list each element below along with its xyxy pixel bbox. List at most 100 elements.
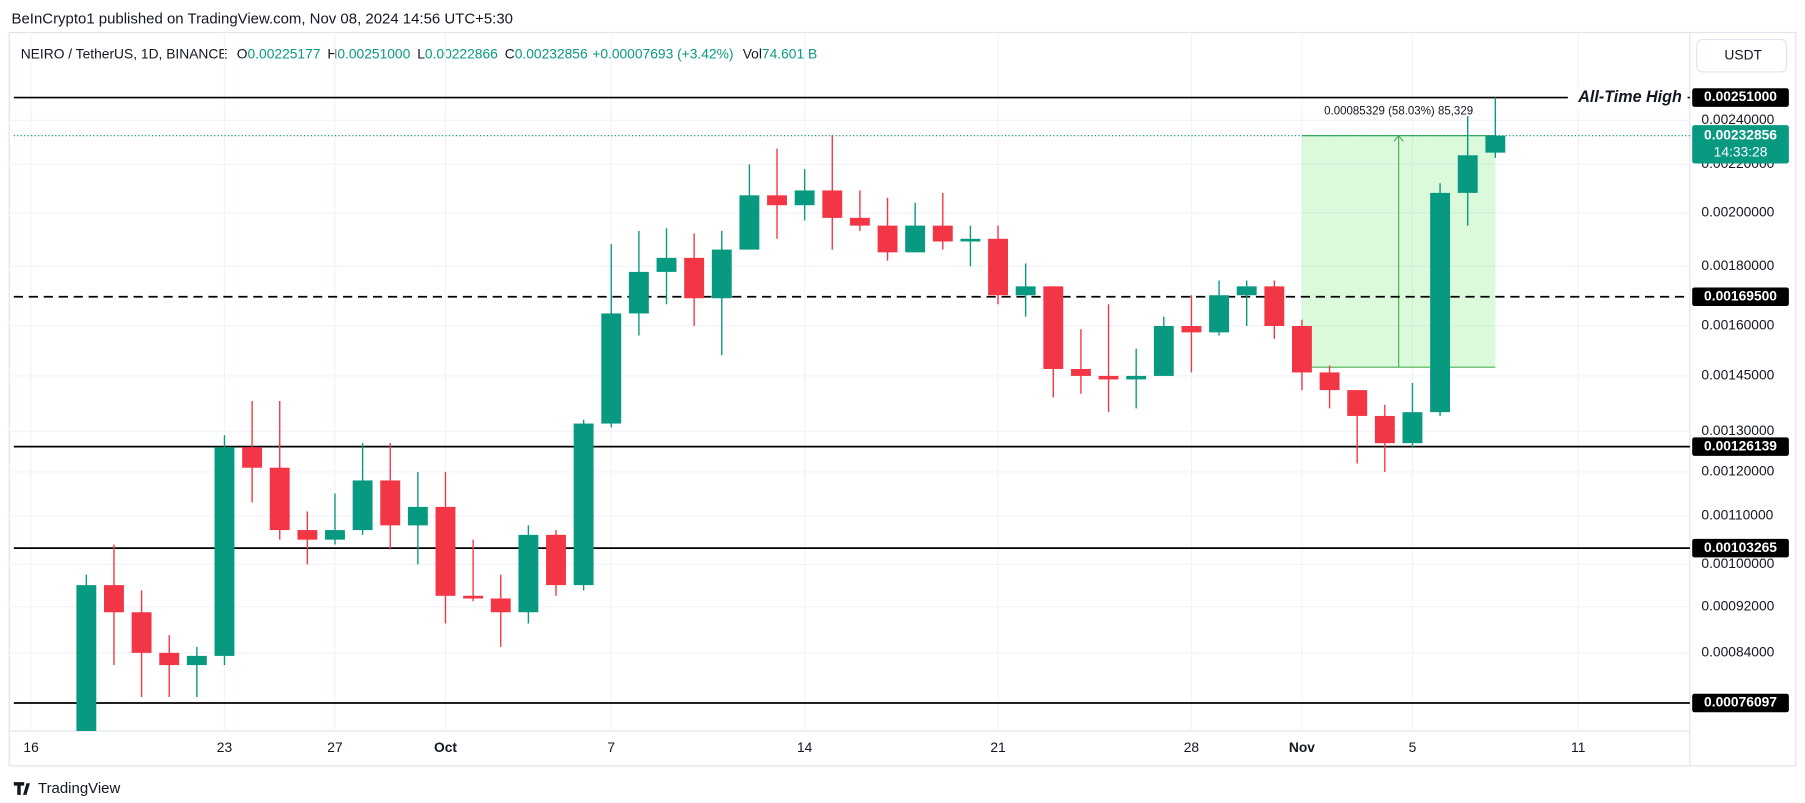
candle-body: [1264, 286, 1285, 326]
candle-body: [131, 612, 152, 653]
candle-body: [1485, 135, 1506, 153]
candle-body: [1319, 372, 1340, 391]
candle-body: [1374, 415, 1395, 444]
y-tick-label: 0.00100000: [1701, 555, 1774, 571]
y-tick-label: 0.00084000: [1701, 643, 1774, 659]
x-tick-label: 28: [1184, 739, 1200, 755]
candle-body: [269, 467, 290, 531]
y-tick-label: 0.00110000: [1701, 507, 1773, 523]
level-label-box: [1692, 693, 1789, 713]
candle-body: [518, 534, 539, 613]
candle-body: [1043, 286, 1064, 369]
published-note: BeInCrypto1 published on TradingView.com…: [12, 11, 513, 28]
candle-body: [104, 585, 124, 613]
y-tick-label: 0.00092000: [1701, 597, 1774, 613]
y-tick-label: 0.00145000: [1701, 367, 1774, 383]
candle-body: [767, 195, 787, 206]
y-tick-label: 0.00130000: [1701, 422, 1774, 438]
candle-body: [490, 598, 511, 613]
x-tick-label: 16: [23, 739, 39, 755]
x-tick-label: 5: [1409, 739, 1417, 755]
candle-body: [186, 655, 207, 666]
candle-body: [960, 238, 981, 242]
candle-body: [463, 595, 484, 599]
currency-button[interactable]: [1696, 38, 1788, 73]
candle-body: [325, 530, 345, 540]
ohlc-value: 0.00251000: [337, 45, 410, 61]
y-tick-label: 0.00200000: [1701, 203, 1774, 219]
candle-body: [1292, 325, 1312, 373]
x-tick-label: 7: [607, 739, 615, 755]
candle-body: [1070, 368, 1091, 376]
symbol: NEIRO / TetherUS, 1D, BINANCE: [21, 45, 228, 61]
current-price-label: 0.00232856: [1704, 126, 1777, 142]
candle-body: [628, 271, 649, 314]
x-tick-label: 11: [1571, 739, 1586, 755]
currency-label[interactable]: USDT: [1724, 46, 1762, 62]
x-tick-label: 27: [327, 739, 343, 755]
candle-body: [573, 423, 594, 586]
level-label: 0.00126139: [1704, 437, 1777, 453]
candle-body: [877, 225, 898, 253]
candle-body: [1126, 375, 1147, 380]
current-price-box: [1692, 125, 1789, 164]
plot: [76, 97, 1506, 732]
candle-body: [1209, 295, 1230, 333]
level-label: 0.00251000: [1704, 88, 1777, 104]
candle-body: [849, 217, 870, 226]
candle-body: [1098, 375, 1119, 380]
level-label: 0.00076097: [1704, 694, 1777, 710]
candle-body: [407, 506, 428, 526]
x-tick-label: Nov: [1289, 739, 1315, 755]
candle-body: [1430, 192, 1451, 413]
candle-body: [546, 534, 566, 586]
candle-body: [601, 313, 622, 424]
candle-body: [988, 238, 1008, 296]
y-tick-label: 0.00160000: [1701, 317, 1774, 333]
candle-body: [739, 195, 760, 250]
candle-body: [352, 480, 373, 531]
footer-logo: TradingView: [13, 780, 120, 797]
candle-body: [905, 225, 926, 253]
candle-body: [1402, 412, 1423, 444]
candle-body: [1015, 286, 1036, 296]
level-label-box: [1692, 88, 1789, 107]
candle-body: [932, 225, 953, 242]
candle-body: [1457, 155, 1478, 193]
level-label: 0.00169500: [1704, 287, 1777, 303]
candle-body: [1347, 390, 1368, 416]
candle-body: [794, 190, 815, 206]
volume: 74.601 B: [762, 45, 817, 61]
candle-body: [435, 506, 456, 596]
candle-body: [214, 447, 235, 656]
logo-mark: [13, 782, 30, 795]
symbol-info: NEIRO / TetherUS, 1D, BINANCE O0.00225177…: [21, 45, 817, 61]
candle-body: [656, 257, 677, 272]
candle-body: [159, 652, 180, 666]
level-label-box: [1692, 538, 1789, 558]
candle-body: [380, 480, 401, 526]
candle-body: [1153, 325, 1174, 376]
candle-body: [822, 190, 843, 218]
candle-body: [711, 249, 732, 299]
ohlc-key: H: [327, 45, 337, 61]
ohlc-value: 0.00225177: [248, 45, 321, 61]
level-note: All-Time High: [1577, 88, 1682, 106]
y-tick-label: 0.00240000: [1701, 111, 1774, 127]
candle-body: [684, 257, 705, 299]
x-tick-label: 23: [217, 739, 233, 755]
x-tick-label: 21: [990, 739, 1006, 755]
candle-body: [297, 530, 318, 540]
candle-body: [76, 585, 97, 732]
level-note-bg: [1567, 87, 1688, 109]
candle-body: [1236, 286, 1257, 296]
level-label-box: [1692, 287, 1789, 307]
y-tick-label: 0.00120000: [1701, 463, 1774, 479]
change: +0.00007693 (+3.42%): [592, 45, 733, 61]
level-label-box: [1692, 437, 1789, 456]
ohlc-key: C: [505, 45, 515, 61]
ohlc-value: 0.00232856: [515, 45, 588, 61]
ohlc-key: O: [237, 45, 248, 61]
